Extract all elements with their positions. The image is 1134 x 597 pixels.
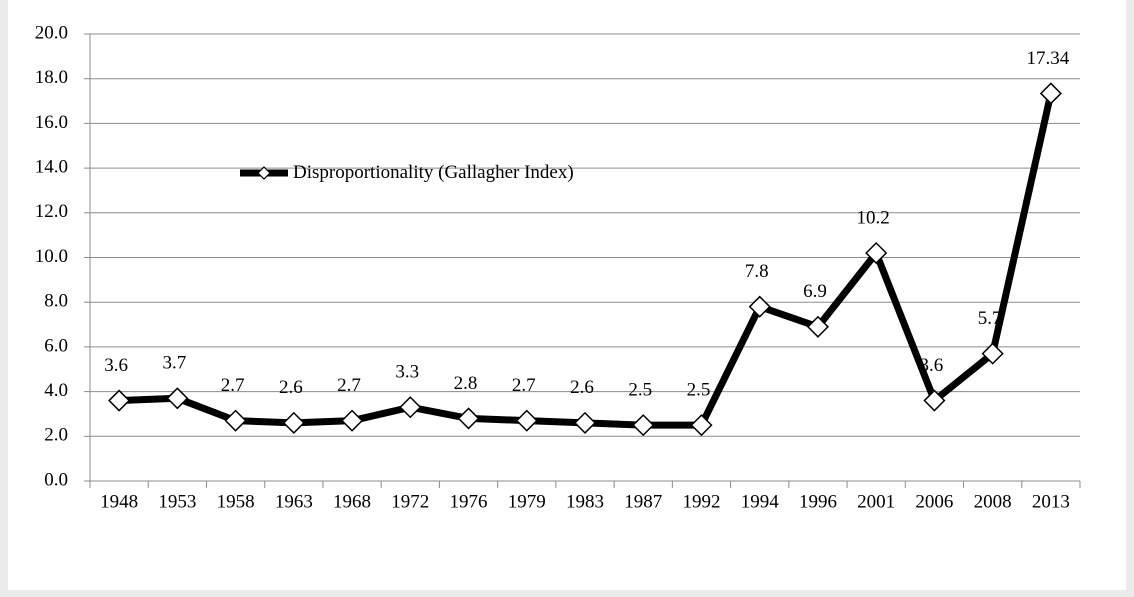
x-tick-label: 1996 — [799, 491, 837, 512]
x-tick-label: 1992 — [682, 491, 720, 512]
data-label: 6.9 — [803, 281, 827, 302]
x-tick-label: 2006 — [915, 491, 953, 512]
data-label: 2.6 — [279, 377, 303, 398]
x-tick-label: 1968 — [333, 491, 371, 512]
x-tick-label: 1953 — [158, 491, 196, 512]
series-line — [118, 92, 1055, 429]
data-label: 2.5 — [628, 379, 652, 400]
point-marker — [166, 387, 189, 410]
data-label: 2.8 — [454, 373, 478, 394]
y-tick-label: 18.0 — [35, 67, 68, 88]
data-label: 7.8 — [745, 261, 769, 282]
point-marker — [108, 389, 131, 412]
data-label: 17.34 — [1027, 48, 1070, 69]
data-label: 2.7 — [512, 375, 536, 396]
chart: 0.0 2.0 4.0 6.0 8.0 10.0 12.0 14.0 16.0 18.0 20.0 1… — [35, 22, 1081, 512]
point-marker — [399, 396, 422, 419]
data-label: 10.2 — [857, 207, 890, 228]
y-tick-label: 10.0 — [35, 246, 68, 267]
x-tick-label: 1987 — [624, 491, 662, 512]
y-tick-label: 14.0 — [35, 156, 68, 177]
data-label: 2.7 — [337, 375, 361, 396]
x-tick-label: 2013 — [1032, 491, 1070, 512]
point-marker — [690, 414, 713, 437]
chart-frame: 0.0 2.0 4.0 6.0 8.0 10.0 12.0 14.0 16.0 18.0 20.0 1… — [8, 0, 1126, 590]
y-tick-label: 16.0 — [35, 112, 68, 133]
x-tick-label: 2008 — [974, 491, 1012, 512]
x-tick-label: 1963 — [275, 491, 313, 512]
data-label: 2.6 — [570, 377, 594, 398]
y-tick-label: 8.0 — [44, 291, 68, 312]
point-marker — [632, 414, 655, 437]
data-label: 2.5 — [687, 379, 711, 400]
x-tick-label: 1994 — [741, 491, 780, 512]
x-tick-label: 1948 — [100, 491, 138, 512]
point-marker — [515, 409, 538, 432]
y-tick-label: 6.0 — [44, 335, 68, 356]
y-tick-label: 4.0 — [44, 380, 68, 401]
x-tick-label: 1976 — [450, 491, 488, 512]
x-tick-label: 2001 — [857, 491, 895, 512]
y-tick-label: 2.0 — [44, 425, 68, 446]
point-marker — [923, 389, 946, 412]
point-marker — [748, 295, 771, 318]
point-marker — [806, 315, 830, 338]
point-marker — [981, 342, 1004, 365]
data-label: 3.3 — [395, 362, 419, 383]
data-label: 3.6 — [920, 355, 944, 376]
point-marker — [224, 409, 247, 432]
point-marker — [457, 407, 480, 430]
legend-label: Disproportionality (Gallagher Index) — [293, 162, 574, 183]
y-tick-label: 20.0 — [35, 22, 68, 43]
legend-marker — [257, 166, 271, 180]
data-label: 3.7 — [162, 353, 186, 374]
point-marker — [865, 241, 888, 265]
data-label: 2.7 — [221, 375, 245, 396]
data-label: 5.7 — [978, 308, 1002, 329]
point-marker — [1039, 82, 1062, 105]
x-tick-label: 1958 — [217, 491, 255, 512]
data-label: 3.6 — [104, 355, 128, 376]
point-marker — [340, 409, 364, 432]
point-marker — [282, 411, 305, 434]
y-tick-label: 0.0 — [44, 469, 68, 490]
x-tick-label: 1979 — [508, 491, 546, 512]
x-tick-label: 1972 — [391, 491, 429, 512]
point-marker — [573, 411, 597, 434]
y-tick-label: 12.0 — [35, 201, 68, 222]
x-tick-label: 1983 — [566, 491, 604, 512]
